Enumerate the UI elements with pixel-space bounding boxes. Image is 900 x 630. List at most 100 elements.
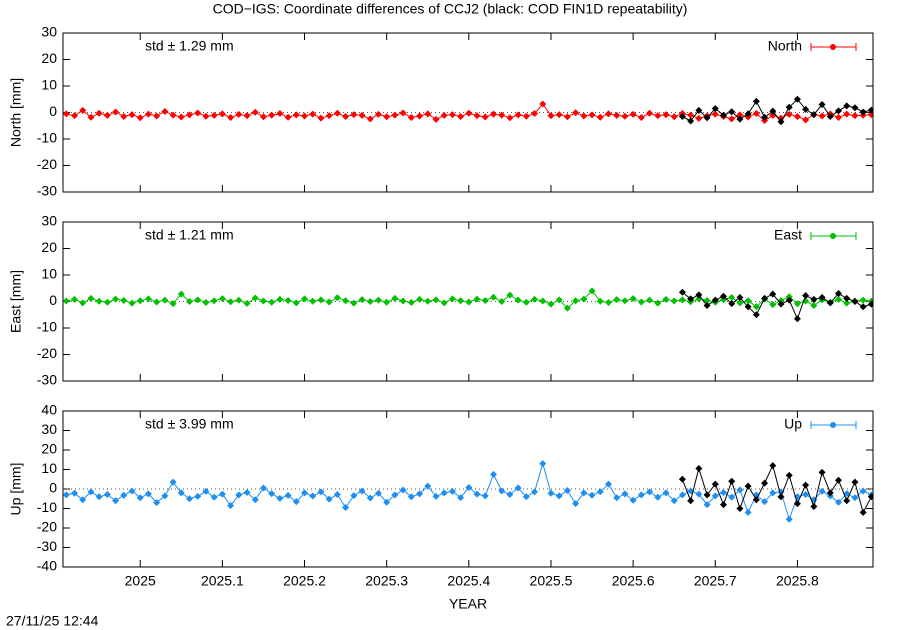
- point: [539, 460, 547, 468]
- point: [695, 106, 703, 114]
- y-tick-label: -10: [37, 130, 57, 146]
- point: [777, 118, 785, 126]
- point: [834, 114, 842, 122]
- point: [654, 112, 662, 120]
- point: [383, 498, 391, 506]
- point: [851, 112, 859, 120]
- point: [588, 111, 596, 119]
- y-tick-label: 20: [41, 50, 57, 66]
- point: [333, 109, 341, 117]
- point: [629, 496, 637, 504]
- x-tick-label: 2025.4: [447, 573, 490, 589]
- point: [793, 95, 801, 103]
- point: [128, 487, 136, 495]
- point: [292, 299, 300, 307]
- point: [218, 110, 226, 118]
- point: [210, 493, 218, 501]
- point: [793, 300, 801, 308]
- point: [604, 110, 612, 118]
- point: [481, 296, 489, 304]
- point: [859, 108, 867, 116]
- point: [87, 488, 95, 496]
- point: [547, 489, 555, 497]
- point: [687, 117, 695, 125]
- y-axis-label: North [mm]: [8, 78, 24, 147]
- point: [719, 292, 727, 300]
- point: [678, 491, 686, 499]
- point: [325, 112, 333, 120]
- point: [259, 297, 267, 305]
- point: [654, 299, 662, 307]
- point: [95, 109, 103, 117]
- point: [736, 294, 744, 302]
- point: [448, 295, 456, 303]
- point: [424, 110, 432, 118]
- point: [358, 111, 366, 119]
- point: [358, 296, 366, 304]
- point: [374, 489, 382, 497]
- point: [859, 508, 867, 516]
- point: [867, 493, 873, 501]
- point: [342, 297, 350, 305]
- point: [719, 489, 727, 497]
- point: [416, 490, 424, 498]
- point: [432, 115, 440, 123]
- point: [752, 97, 760, 105]
- point: [547, 300, 555, 308]
- point: [366, 494, 374, 502]
- point: [481, 492, 489, 500]
- x-tick-label: 2025.3: [365, 573, 408, 589]
- point: [79, 299, 87, 307]
- point: [711, 480, 719, 488]
- point: [703, 114, 711, 122]
- point: [473, 112, 481, 120]
- point: [596, 297, 604, 305]
- point: [383, 298, 391, 306]
- point: [703, 491, 711, 499]
- point: [867, 300, 873, 308]
- point: [366, 115, 374, 123]
- point: [744, 110, 752, 118]
- legend-label: East: [774, 227, 802, 243]
- chart-title: COD−IGS: Coordinate differences of CCJ2 …: [213, 1, 688, 17]
- point: [522, 112, 530, 120]
- point: [144, 490, 152, 498]
- x-tick-label: 2025.2: [283, 573, 326, 589]
- point: [810, 111, 818, 119]
- point: [407, 493, 415, 501]
- point: [810, 503, 818, 511]
- point: [761, 498, 769, 506]
- point: [703, 301, 711, 309]
- y-tick-label: 40: [41, 402, 57, 418]
- point: [251, 108, 259, 116]
- point: [678, 112, 686, 120]
- point: [851, 298, 859, 305]
- point: [186, 111, 194, 119]
- point: [531, 110, 539, 118]
- point: [867, 106, 873, 114]
- point: [744, 303, 752, 311]
- point: [810, 295, 818, 303]
- point: [136, 297, 144, 305]
- point: [194, 492, 202, 500]
- point: [604, 299, 612, 307]
- point: [128, 299, 136, 307]
- point: [621, 297, 629, 305]
- point: [268, 111, 276, 119]
- point: [563, 113, 571, 121]
- point: [604, 480, 612, 488]
- point: [120, 491, 128, 499]
- point: [177, 290, 185, 298]
- point: [292, 498, 300, 506]
- point: [662, 111, 670, 119]
- point: [506, 114, 514, 122]
- point: [662, 295, 670, 303]
- point: [169, 478, 177, 486]
- point: [317, 488, 325, 496]
- point: [342, 504, 350, 512]
- point: [646, 296, 654, 304]
- point: [153, 112, 161, 120]
- point: [843, 497, 851, 505]
- point: [366, 298, 374, 305]
- point: [128, 111, 136, 119]
